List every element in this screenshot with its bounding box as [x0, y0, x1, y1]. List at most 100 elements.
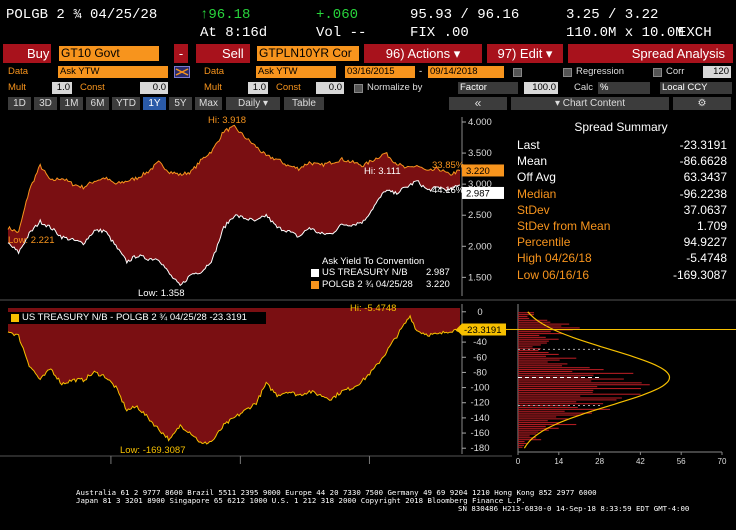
normalize-checkbox[interactable] [354, 84, 363, 93]
minus-button[interactable]: - [174, 44, 188, 63]
spread-tick-label: -60 [473, 352, 487, 363]
spread-tick-label: -140 [470, 413, 489, 424]
ust-last-tag [462, 186, 504, 199]
gear-icon[interactable]: ⚙ [673, 97, 731, 110]
hist-bar [518, 331, 551, 333]
yield-tick-label: 1.500 [468, 272, 492, 283]
hist-bar [518, 416, 557, 418]
hist-bar [518, 319, 548, 321]
hist-bar [518, 338, 559, 340]
footer-line-1: Australia 61 2 9777 8600 Brazil 5511 239… [76, 488, 597, 497]
hist-bar [518, 382, 642, 384]
hist-bar [518, 350, 539, 352]
summary-key: High 04/26/18 [517, 251, 592, 266]
hist-bar [518, 334, 540, 337]
tab-max[interactable]: Max [195, 97, 222, 110]
tab-1y[interactable]: 1Y [143, 97, 166, 110]
summary-row: Low 06/16/16 -169.3087 [517, 267, 731, 283]
sell-security-field[interactable]: GTPLN10YR Cor [257, 46, 359, 61]
yield-legend: Ask Yield To Convention US TREASURY N/B … [308, 254, 460, 294]
hist-bar [518, 427, 559, 429]
period-tabs: 1D 3D 1M 6M YTD 1Y 5Y Max Daily ▾ Table … [0, 96, 736, 111]
hist-bar [518, 314, 534, 316]
data2-field[interactable]: Ask YTW [256, 66, 336, 78]
data-field[interactable]: Ask YTW [58, 66, 168, 78]
hist-bar [518, 408, 611, 410]
size: 110.0M x 10.0M [566, 25, 684, 41]
calc-select[interactable]: % [598, 82, 650, 94]
summary-key: Off Avg [517, 170, 556, 185]
edit-menu[interactable]: 97) Edit ▾ [487, 44, 563, 63]
summary-row: High 04/26/18 -5.4748 [517, 250, 731, 266]
sell-button[interactable]: Sell [196, 44, 250, 63]
summary-row: Off Avg 63.3437 [517, 169, 731, 185]
summary-key: Median [517, 186, 557, 201]
spread-summary: Spread Summary Last -23.3191 Mean -86.6628 O… [512, 112, 736, 298]
legend-value-polgb: 3.220 [426, 279, 450, 290]
hist-bar [518, 317, 530, 319]
tab-5y[interactable]: 5Y [169, 97, 192, 110]
date-separator: - [419, 66, 423, 77]
chart-content-button[interactable]: ▾ Chart Content [511, 97, 669, 110]
hist-bar [518, 412, 592, 414]
hist-bar [518, 420, 548, 422]
start-date-field[interactable]: 03/16/2015 [345, 66, 415, 78]
regression-checkbox[interactable] [563, 68, 572, 77]
tab-ytd[interactable]: YTD [112, 97, 140, 110]
factor-field[interactable]: 100.0 [524, 82, 558, 94]
tab-1d[interactable]: 1D [8, 97, 31, 110]
const2-field[interactable]: 0.0 [316, 82, 344, 94]
table-button[interactable]: Table [284, 97, 324, 110]
hist-bar [518, 423, 577, 426]
hist-bar [518, 344, 541, 346]
hist-bar [518, 363, 568, 365]
factor-select[interactable]: Factor [458, 82, 518, 94]
currency-select[interactable]: Local CCY [660, 82, 732, 94]
corr-checkbox[interactable] [653, 68, 662, 77]
legend-swatch-ust [311, 269, 319, 277]
hist-bar [518, 342, 547, 344]
frequency-select[interactable]: Daily ▾ [226, 97, 280, 110]
end-date-field[interactable]: 09/14/2018 [428, 66, 504, 78]
spread-pct-top: 33.85% [432, 160, 465, 171]
collapse-button[interactable]: « [449, 97, 507, 110]
yield-bid-ask: 3.25 / 3.22 [566, 7, 659, 23]
data2-label: Data [204, 66, 225, 77]
hist-bar [518, 389, 594, 391]
hist-bar [518, 353, 559, 355]
hist-bar [518, 348, 541, 350]
yield-plot: 4.000 3.500 3.000 2.500 2.000 1.500 Hi: 3.918 H… [0, 112, 512, 299]
hist-bar [518, 355, 546, 357]
hist-bar [518, 437, 537, 439]
buy-button[interactable]: Buy [3, 44, 51, 63]
swap-icon[interactable] [174, 66, 190, 78]
hist-bar [518, 410, 565, 412]
spread-tick-label: -120 [470, 398, 489, 409]
summary-value: -5.4748 [686, 251, 727, 266]
yield-tick-label: 2.000 [468, 241, 492, 252]
hist-bar [518, 401, 577, 403]
spread-last-tag [456, 323, 506, 336]
tab-1m[interactable]: 1M [60, 97, 83, 110]
end-date-calendar-icon[interactable] [513, 68, 522, 77]
tab-6m[interactable]: 6M [86, 97, 109, 110]
hist-bar [518, 444, 524, 446]
hist-bar [518, 367, 590, 369]
footer: Australia 61 2 9777 8600 Brazil 5511 239… [0, 486, 736, 530]
spread-tick-label: -80 [473, 367, 487, 378]
mult2-field[interactable]: 1.0 [248, 82, 268, 94]
summary-value: -23.3191 [679, 138, 727, 152]
hist-bar [518, 446, 523, 448]
yield-tick-label: 4.000 [468, 117, 492, 128]
tab-3d[interactable]: 3D [34, 97, 57, 110]
actions-menu[interactable]: 96) Actions ▾ [364, 44, 482, 63]
corr-field[interactable]: 120 [703, 66, 731, 78]
buy-security-field[interactable]: GT10 Govt [59, 46, 159, 61]
hist-bar [518, 333, 564, 335]
spread-chart[interactable]: 4.000 3.500 3.000 2.500 2.000 1.500 Hi: 3.918 H… [0, 112, 736, 464]
hist-bar [518, 391, 593, 393]
spread-legend-text: US TREASURY N/B - POLGB 2 ¾ 04/25/28 -23… [22, 312, 247, 323]
mult-field[interactable]: 1.0 [52, 82, 72, 94]
const-field[interactable]: 0.0 [140, 82, 168, 94]
chart-content-arrow-icon: ▾ [554, 98, 563, 109]
